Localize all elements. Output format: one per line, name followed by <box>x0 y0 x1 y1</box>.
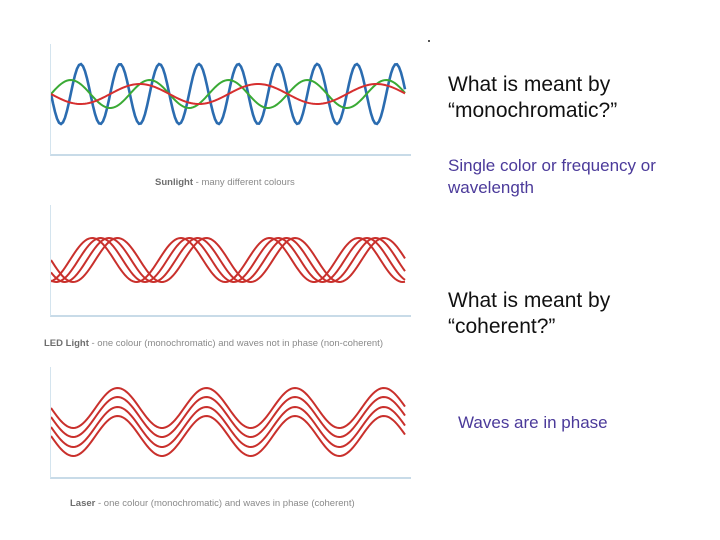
wave-0-2 <box>51 82 406 106</box>
led-waves-graphic <box>51 236 406 284</box>
answer-monochromatic-line2: wavelength <box>448 178 535 197</box>
wave-2-3 <box>51 414 406 458</box>
answer-monochromatic-line1: Single color or frequency or <box>448 156 656 175</box>
laser-waves-panel <box>50 367 411 479</box>
wave-1-0 <box>51 236 406 284</box>
laser-caption-bold: Laser <box>70 498 96 509</box>
answer-monochromatic: Single color or frequency or wavelength <box>448 155 656 199</box>
stray-dot <box>428 40 430 42</box>
sunlight-caption: Sunlight - many different colours <box>155 177 295 188</box>
laser-caption: Laser - one colour (monochromatic) and w… <box>70 498 355 509</box>
wave-2-2 <box>51 405 406 449</box>
question-coherent-line2: “coherent?” <box>448 315 556 338</box>
led-waves-panel <box>50 205 411 317</box>
wave-2-1 <box>51 395 406 439</box>
question-monochromatic-line2: “monochromatic?” <box>448 99 618 122</box>
laser-caption-text: - one colour (monochromatic) and waves i… <box>95 498 355 509</box>
answer-coherent-text: Waves are in phase <box>458 413 608 432</box>
wave-1-3 <box>51 236 406 284</box>
led-caption: LED Light - one colour (monochromatic) a… <box>44 338 383 349</box>
wave-0-1 <box>51 78 406 110</box>
wave-1-1 <box>51 236 406 284</box>
led-caption-bold: LED Light <box>44 338 89 349</box>
sunlight-caption-bold: Sunlight <box>155 177 193 188</box>
led-caption-text: - one colour (monochromatic) and waves n… <box>88 338 383 349</box>
question-monochromatic-line1: What is meant by <box>448 73 611 96</box>
answer-coherent: Waves are in phase <box>458 412 608 434</box>
question-monochromatic: What is meant by “monochromatic?” <box>448 72 617 124</box>
sunlight-waves-graphic <box>51 62 407 126</box>
sunlight-waves-panel <box>50 44 411 156</box>
wave-1-2 <box>51 236 406 284</box>
sunlight-caption-text: - many different colours <box>193 177 295 188</box>
question-coherent-line1: What is meant by <box>448 289 611 312</box>
laser-waves-graphic <box>51 386 406 458</box>
wave-2-0 <box>51 386 406 430</box>
question-coherent: What is meant by “coherent?” <box>448 288 610 340</box>
